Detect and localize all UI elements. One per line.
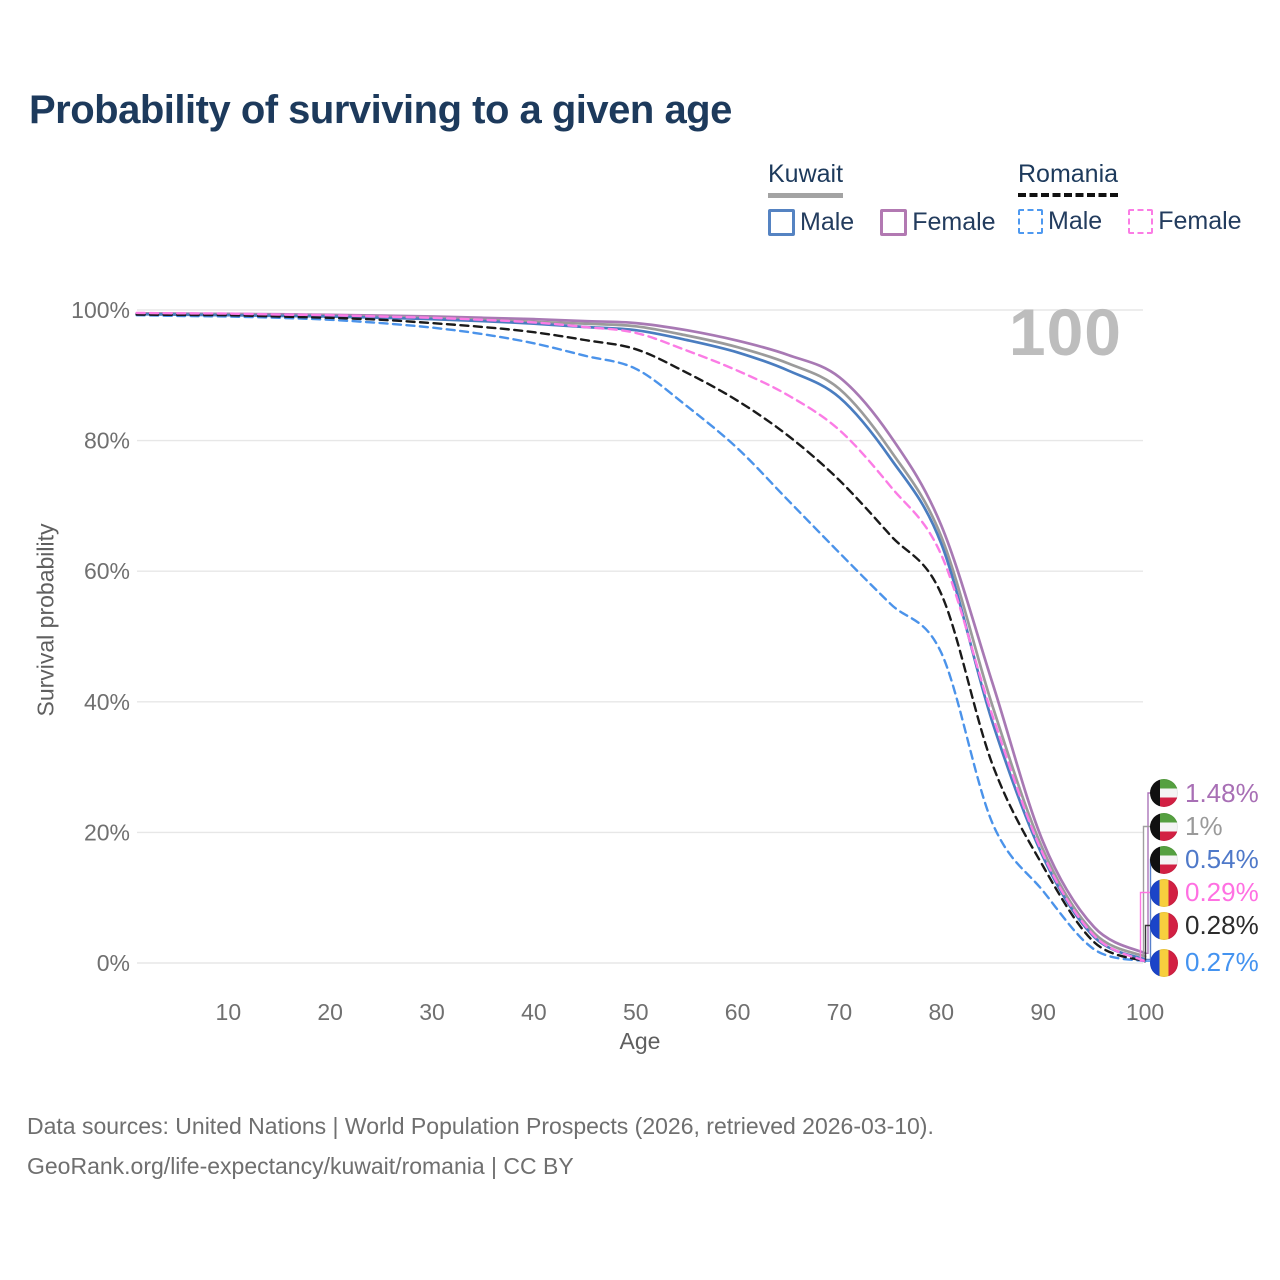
x-axis-title: Age	[0, 1028, 1280, 1055]
x-tick-label: 30	[419, 999, 445, 1025]
legend-item-label: Female	[912, 208, 996, 236]
legend-row-kuwait: Male Female	[768, 208, 996, 237]
kuwait-flag-icon	[1150, 779, 1178, 807]
end-label: 0.29%	[1150, 877, 1259, 907]
end-label-value: 0.27%	[1185, 947, 1259, 977]
series-line-romania[interactable]	[135, 313, 1147, 963]
legend-item-romania-female[interactable]: Female	[1128, 207, 1242, 236]
kuwait-flag-icon	[1150, 812, 1178, 841]
legend-title-romania[interactable]: Romania	[1018, 160, 1119, 197]
series-line-romania-male[interactable]	[135, 314, 1147, 963]
romania-flag-icon	[1150, 948, 1178, 977]
end-label: 0.27%	[1150, 947, 1259, 977]
x-tick-label: 20	[317, 999, 343, 1025]
x-tick-label: 60	[725, 999, 751, 1025]
series-line-kuwait[interactable]	[135, 312, 1147, 958]
legend-item-kuwait-female[interactable]: Female	[880, 208, 996, 237]
legend-item-label: Female	[1158, 207, 1242, 235]
end-label-value: 0.29%	[1185, 877, 1259, 907]
x-tick-label: 70	[827, 999, 853, 1025]
series-line-romania-female[interactable]	[135, 311, 1147, 963]
romania-female-swatch-icon[interactable]	[1128, 209, 1154, 234]
kuwait-flag-icon	[1150, 845, 1178, 874]
end-label-value: 1.48%	[1185, 777, 1259, 808]
legend-row-romania: Male Female	[1018, 207, 1242, 236]
kuwait-male-swatch-icon[interactable]	[768, 209, 795, 236]
footer-attribution: Data sources: United Nations | World Pop…	[27, 1106, 934, 1186]
y-tick-label: 60%	[84, 558, 130, 584]
x-tick-label: 40	[521, 999, 547, 1025]
series-line-kuwait-female[interactable]	[135, 311, 1147, 955]
end-label: 1%	[1150, 811, 1223, 841]
legend-item-label: Male	[800, 208, 855, 236]
y-tick-label: 40%	[84, 689, 130, 715]
page-title: Probability of surviving to a given age	[29, 88, 732, 132]
x-tick-label: 50	[623, 999, 649, 1025]
romania-flag-icon	[1150, 878, 1178, 907]
x-axis-title-text: Age	[619, 1028, 661, 1054]
end-label-value: 1%	[1185, 811, 1223, 841]
x-tick-label: 90	[1030, 999, 1056, 1025]
end-label: 0.54%	[1150, 844, 1259, 874]
y-tick-label: 0%	[97, 950, 130, 976]
legend-item-kuwait-male[interactable]: Male	[768, 208, 854, 237]
footer-citation-link[interactable]: GeoRank.org/life-expectancy/kuwait/roman…	[27, 1153, 574, 1179]
end-label-value: 0.28%	[1185, 910, 1259, 940]
kuwait-female-swatch-icon[interactable]	[880, 209, 908, 236]
x-tick-label: 100	[1126, 999, 1164, 1025]
romania-flag-icon	[1150, 911, 1178, 940]
y-tick-label: 20%	[84, 819, 130, 845]
x-tick-label: 10	[216, 999, 242, 1025]
legend-group-romania: Romania Male Female	[1018, 160, 1242, 236]
y-tick-label: 80%	[84, 428, 130, 454]
y-axis-title: Survival probability	[32, 523, 59, 717]
series-line-kuwait-male[interactable]	[135, 312, 1147, 961]
legend-title-kuwait[interactable]: Kuwait	[768, 160, 844, 198]
end-label-value: 0.54%	[1185, 844, 1259, 874]
end-label-leader-line	[1142, 825, 1152, 958]
x-tick-label: 80	[929, 999, 955, 1025]
legend-item-label: Male	[1048, 207, 1103, 235]
legend-item-romania-male[interactable]: Male	[1018, 207, 1102, 236]
end-label: 0.28%	[1150, 910, 1259, 940]
romania-male-swatch-icon[interactable]	[1018, 209, 1043, 234]
end-label-leader-line	[1139, 891, 1152, 962]
legend-group-kuwait: Kuwait Male Female	[768, 160, 996, 237]
y-tick-label: 100%	[71, 297, 130, 323]
footer-data-sources: Data sources: United Nations | World Pop…	[27, 1113, 934, 1139]
end-label: 1.48%	[1150, 777, 1259, 808]
age-counter-watermark: 100	[1008, 295, 1122, 369]
